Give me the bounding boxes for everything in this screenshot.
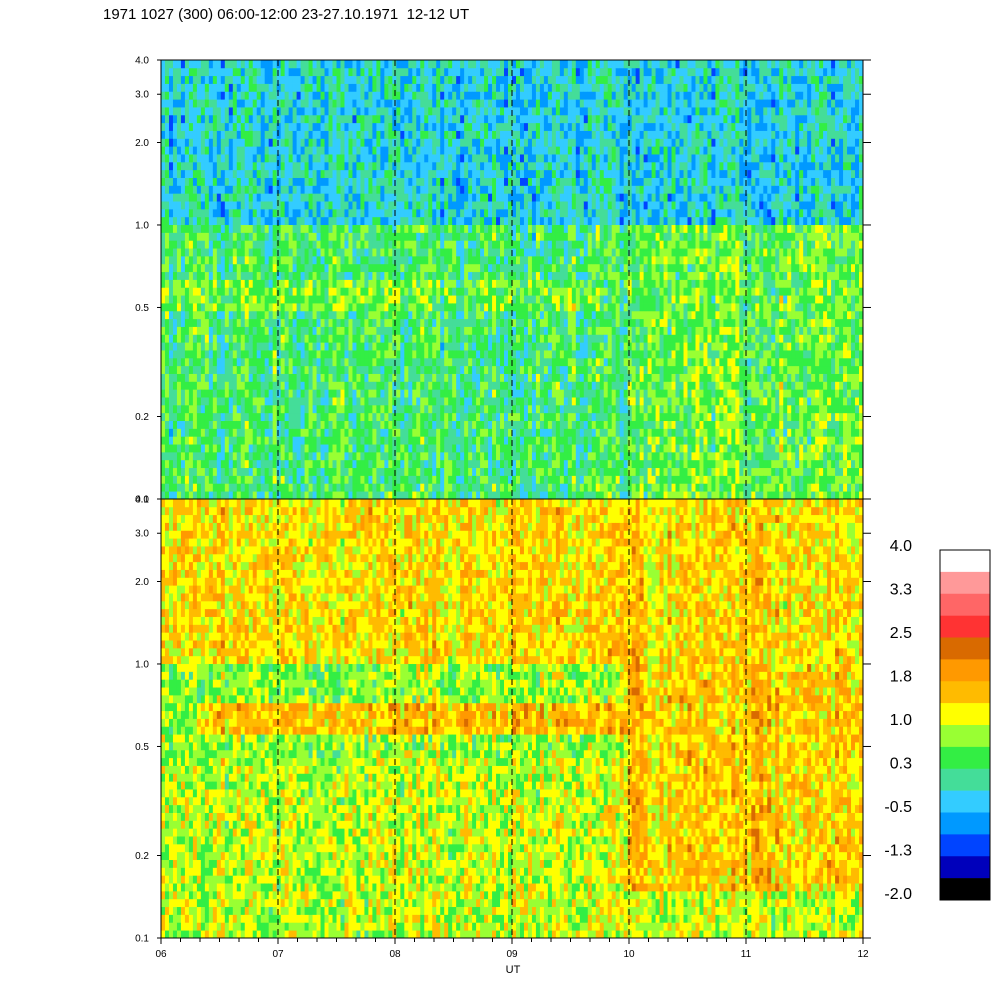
x-tick-label: 07 (272, 949, 284, 960)
colorbar-label: 2.5 (890, 625, 912, 642)
heatmap-panel-bottom (161, 499, 864, 939)
y-tick-label: 0.1 (135, 934, 149, 945)
y-tick-label: 3.0 (135, 529, 149, 540)
colorbar-segment (940, 834, 990, 857)
colorbar-segment (940, 593, 990, 616)
x-axis-label: UT (506, 964, 521, 976)
y-tick-label: 0.2 (135, 851, 149, 862)
x-tick-label: 10 (623, 949, 635, 960)
colorbar-segment (940, 768, 990, 791)
y-tick-label: 1.0 (135, 220, 149, 231)
y-tick-label: 2.0 (135, 138, 149, 149)
y-tick-label: 4.0 (135, 56, 149, 67)
y-tick-label: 0.1 (135, 495, 149, 506)
chart-title: 1971 1027 (300) 06:00-12:00 23-27.10.197… (103, 6, 470, 23)
colorbar-segment (940, 856, 990, 879)
colorbar-frame (939, 549, 991, 901)
colorbar-segment (940, 812, 990, 835)
colorbar-label: 3.3 (890, 582, 912, 599)
y-tick-label: 0.5 (135, 303, 149, 314)
colorbar-segment (940, 703, 990, 726)
colorbar-label: -0.5 (884, 799, 912, 816)
colorbar-label: 4.0 (890, 538, 912, 555)
colorbar-segment (940, 571, 990, 595)
colorbar-segment (940, 878, 990, 901)
colorbar-label: -2.0 (884, 886, 912, 903)
colorbar-label: -1.3 (884, 843, 912, 860)
y-tick-label: 1.0 (135, 659, 149, 670)
colorbar-segment (940, 550, 990, 573)
y-tick-label: 0.5 (135, 742, 149, 753)
colorbar-label: 1.0 (890, 712, 912, 729)
x-tick-label: 11 (741, 949, 752, 960)
x-tick-label: 09 (506, 949, 518, 960)
colorbar-segment (940, 746, 990, 770)
x-tick-label: 08 (389, 949, 401, 960)
heatmap-panel-top (161, 60, 864, 500)
colorbar-label: 1.8 (890, 669, 912, 686)
x-tick-label: 06 (155, 949, 167, 960)
colorbar-segment (940, 725, 990, 748)
colorbar-segment (940, 790, 990, 813)
colorbar-segment (940, 681, 990, 704)
colorbar-segment (940, 615, 990, 638)
x-tick-label: 12 (857, 949, 869, 960)
y-tick-label: 2.0 (135, 577, 149, 588)
y-tick-label: 4.0 (135, 495, 149, 506)
colorbar-label: 0.3 (890, 756, 912, 773)
y-tick-label: 3.0 (135, 90, 149, 101)
colorbar-segment (940, 659, 990, 682)
y-tick-label: 0.2 (135, 412, 149, 423)
colorbar-segment (940, 637, 990, 660)
